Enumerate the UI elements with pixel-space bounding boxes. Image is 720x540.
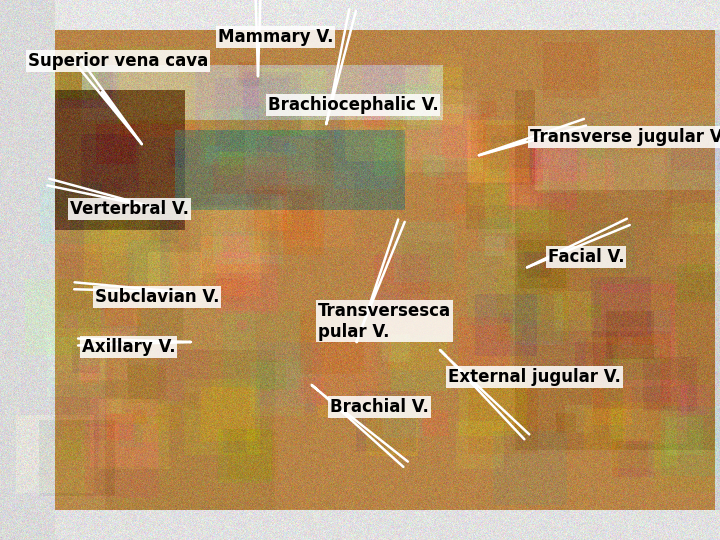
Text: Superior vena cava: Superior vena cava [28, 52, 208, 70]
Text: Verterbral V.: Verterbral V. [70, 200, 189, 218]
Text: Subclavian V.: Subclavian V. [95, 288, 220, 306]
Text: Brachial V.: Brachial V. [330, 398, 429, 416]
Text: Mammary V.: Mammary V. [218, 28, 333, 46]
Text: External jugular V.: External jugular V. [448, 368, 621, 386]
Text: Transverse jugular V.: Transverse jugular V. [530, 128, 720, 146]
Text: Axillary V.: Axillary V. [82, 338, 176, 356]
Text: Transversesca
pular V.: Transversesca pular V. [318, 302, 451, 341]
Text: Brachiocephalic V.: Brachiocephalic V. [268, 96, 438, 114]
Text: Facial V.: Facial V. [548, 248, 625, 266]
